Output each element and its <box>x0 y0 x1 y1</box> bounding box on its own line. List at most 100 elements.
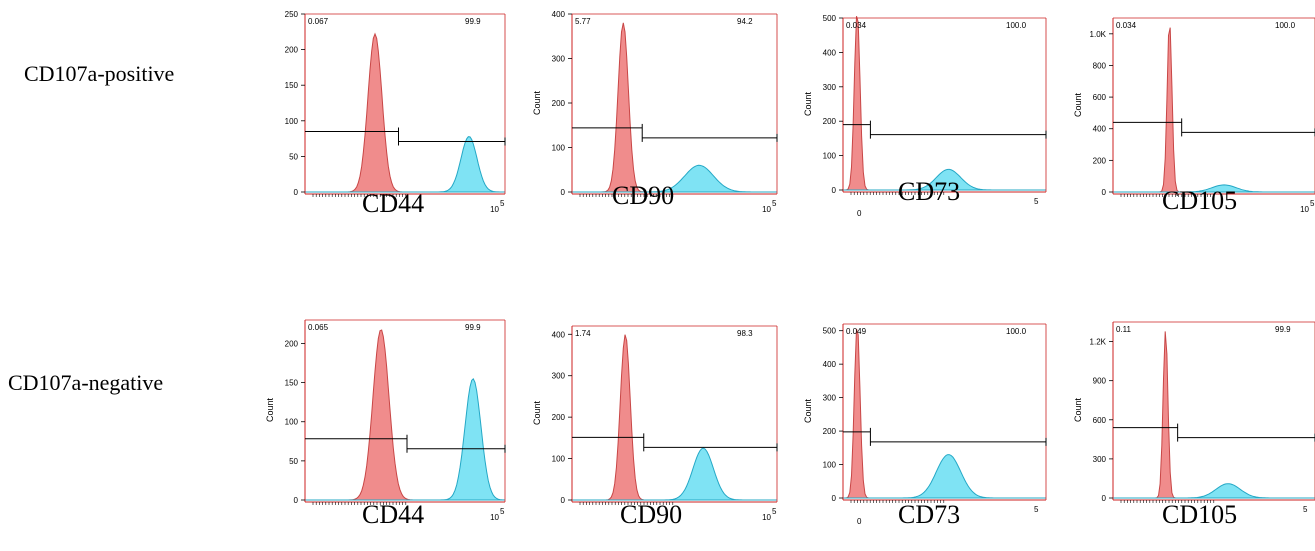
marker-label: CD73 <box>898 500 960 529</box>
x-tick-exponent: 5 <box>772 199 777 208</box>
y-tick-label: 0 <box>1102 494 1107 503</box>
y-axis-label: Count <box>1073 398 1083 423</box>
stained-histogram <box>843 454 1046 499</box>
x-tick-exponent: 5 <box>772 507 777 516</box>
gate-percent-right: 99.9 <box>465 17 481 26</box>
gate-percent-right: 99.9 <box>465 323 481 332</box>
histogram-panel-cd44-positive: 0 50 100 150 200 250 105 0.067 99.9 CD44 <box>285 10 506 218</box>
x-tick-exponent: 5 <box>1034 197 1039 206</box>
gate-percent-left: 1.74 <box>575 329 591 338</box>
y-tick-label: 0 <box>294 188 299 197</box>
y-axis-label: Count <box>803 399 813 424</box>
marker-label: CD44 <box>362 189 424 218</box>
y-tick-label: 200 <box>1093 156 1107 165</box>
y-tick-label: 0 <box>561 496 566 505</box>
y-tick-label: 300 <box>552 55 566 64</box>
gate-percent-right: 98.3 <box>737 329 753 338</box>
stained-histogram <box>305 377 506 501</box>
x-tick-label: 0 <box>857 209 862 218</box>
histogram-panel-cd44-negative: 0 50 100 150 200 105 Count 0.065 99.9 CD44 <box>265 319 506 529</box>
marker-label: CD90 <box>612 181 674 210</box>
y-tick-label: 300 <box>823 83 837 92</box>
y-tick-label: 100 <box>285 418 299 427</box>
gate-percent-left: 0.049 <box>846 327 867 336</box>
y-tick-label: 0 <box>294 496 299 505</box>
y-tick-label: 400 <box>823 48 837 57</box>
stained-histogram <box>843 168 1046 191</box>
x-tick-exponent: 5 <box>1034 505 1039 514</box>
y-axis-label: Count <box>265 398 275 423</box>
gate-percent-right: 100.0 <box>1006 21 1027 30</box>
gate-percent-right: 94.2 <box>737 17 753 26</box>
y-tick-label: 500 <box>823 14 837 23</box>
x-tick-label: 10 <box>762 205 771 214</box>
y-tick-label: 100 <box>285 117 299 126</box>
y-tick-label: 200 <box>552 99 566 108</box>
row-label-negative: CD107a-negative <box>8 370 164 395</box>
y-axis-label: Count <box>1073 93 1083 118</box>
marker-label: CD105 <box>1162 500 1237 529</box>
y-axis-label: Count <box>803 92 813 117</box>
histogram-panel-cd73-positive: 0 100 200 300 400 500 0 5 Count 0.034 100.0 CD73 <box>803 14 1047 218</box>
y-tick-label: 50 <box>289 152 298 161</box>
y-tick-label: 100 <box>552 144 566 153</box>
marker-label: CD105 <box>1162 186 1237 215</box>
y-tick-label: 0 <box>561 188 566 197</box>
gate-percent-left: 0.034 <box>1116 21 1137 30</box>
y-tick-label: 600 <box>1093 93 1107 102</box>
gate-percent-right: 100.0 <box>1275 21 1296 30</box>
marker-label: CD44 <box>362 500 424 529</box>
y-tick-label: 400 <box>552 330 566 339</box>
x-tick-label: 10 <box>1300 205 1309 214</box>
stained-histogram <box>305 136 505 193</box>
y-tick-label: 200 <box>552 413 566 422</box>
y-tick-label: 150 <box>285 379 299 388</box>
x-tick-label: 10 <box>490 205 499 214</box>
x-tick-exponent: 5 <box>1310 199 1315 208</box>
y-tick-label: 400 <box>1093 125 1107 134</box>
y-tick-label: 400 <box>823 360 837 369</box>
histogram-panel-cd90-negative: 0 100 200 300 400 105 Count 1.74 98.3 CD90 <box>532 325 778 529</box>
y-tick-label: 600 <box>1093 416 1107 425</box>
y-tick-label: 50 <box>289 457 298 466</box>
y-tick-label: 300 <box>823 394 837 403</box>
y-tick-label: 1.0K <box>1090 30 1107 39</box>
y-tick-label: 200 <box>285 339 299 348</box>
gate-percent-left: 0.065 <box>308 323 329 332</box>
y-tick-label: 100 <box>552 455 566 464</box>
y-tick-label: 200 <box>285 46 299 55</box>
control-histogram <box>572 334 777 501</box>
histogram-panel-cd73-negative: 0 100 200 300 400 500 0 5 Count 0.049 100.0 CD73 <box>803 323 1047 529</box>
marker-label: CD90 <box>620 500 682 529</box>
y-axis-label: Count <box>532 401 542 426</box>
control-histogram <box>572 22 777 193</box>
row-label-positive: CD107a-positive <box>24 61 175 86</box>
gate-percent-left: 0.034 <box>846 21 867 30</box>
x-tick-label: 10 <box>762 513 771 522</box>
y-tick-label: 250 <box>285 10 299 19</box>
y-tick-label: 100 <box>823 152 837 161</box>
stained-histogram <box>1113 184 1315 193</box>
y-tick-label: 0 <box>832 186 837 195</box>
y-tick-label: 1.2K <box>1090 338 1107 347</box>
gate-percent-left: 0.067 <box>308 17 329 26</box>
x-tick-exponent: 5 <box>500 507 505 516</box>
stained-histogram <box>1113 483 1315 499</box>
marker-label: CD73 <box>898 177 960 206</box>
gate-percent-left: 5.77 <box>575 17 591 26</box>
y-tick-label: 0 <box>832 494 837 503</box>
control-histogram <box>1113 331 1315 499</box>
gate-percent-left: 0.11 <box>1116 325 1132 334</box>
x-tick-exponent: 5 <box>1303 505 1308 514</box>
x-tick-label: 0 <box>857 517 862 526</box>
histogram-panel-cd105-negative: 0 300 600 900 1.2K 5 Count 0.11 99.9 CD105 <box>1073 321 1315 529</box>
y-tick-label: 800 <box>1093 61 1107 70</box>
y-tick-label: 300 <box>1093 455 1107 464</box>
stained-histogram <box>572 164 777 193</box>
gate-percent-right: 99.9 <box>1275 325 1291 334</box>
y-tick-label: 500 <box>823 327 837 336</box>
control-histogram <box>843 15 1046 191</box>
x-tick-exponent: 5 <box>500 199 505 208</box>
y-tick-label: 100 <box>823 461 837 470</box>
histogram-panel-cd90-positive: 0 100 200 300 400 105 Count 5.77 94.2 CD90 <box>532 10 778 214</box>
